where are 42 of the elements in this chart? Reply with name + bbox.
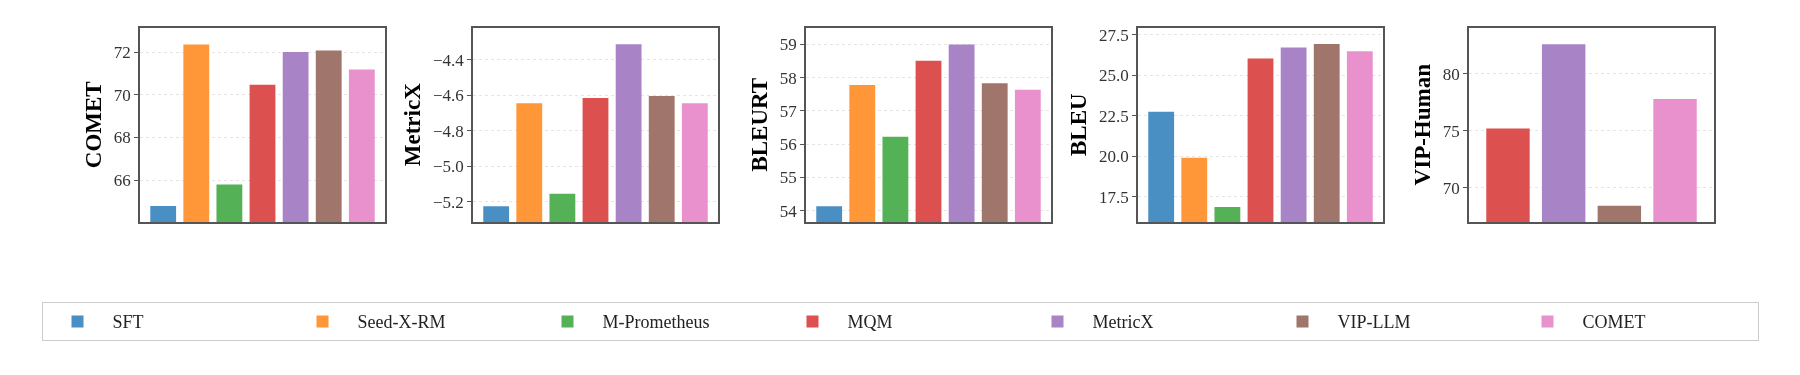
y-tick-label: 57 <box>779 101 798 121</box>
bar <box>483 206 510 222</box>
y-tick-label: 68 <box>113 128 131 148</box>
bar <box>615 44 642 222</box>
bar <box>648 96 675 222</box>
y-axis-title: VIP-Human <box>1409 63 1435 186</box>
y-tick-label: 56 <box>779 135 797 155</box>
y-axis-title: COMET <box>80 81 106 169</box>
y-tick-label: 25.0 <box>1099 66 1129 86</box>
y-tick-label: 66 <box>113 171 131 191</box>
y-tick-label: 75 <box>1442 121 1460 141</box>
y-tick-label: 59 <box>779 35 797 55</box>
y-tick-label: 70 <box>113 85 131 105</box>
bar <box>549 193 576 222</box>
y-axis-title: BLEU <box>1066 93 1092 157</box>
legend-label: COMET <box>1582 312 1646 333</box>
y-tick-label: 80 <box>1442 64 1460 84</box>
y-tick-label: 55 <box>779 168 797 188</box>
bar <box>681 103 708 222</box>
y-tick-label: −5.0 <box>433 157 464 177</box>
y-tick-label: −5.2 <box>433 192 464 212</box>
y-tick-label: −4.6 <box>433 86 464 106</box>
y-tick-label: 22.5 <box>1099 106 1129 126</box>
y-tick-label: 72 <box>113 43 131 63</box>
y-tick-label: 70 <box>1442 178 1460 198</box>
y-tick-label: −4.8 <box>433 121 464 141</box>
y-tick-label: 20.0 <box>1099 147 1129 167</box>
legend-label: SFT <box>112 312 144 333</box>
legend-label: MetricX <box>1092 312 1154 333</box>
y-tick-label: 54 <box>779 201 798 221</box>
legend-label: M-Prometheus <box>602 312 710 333</box>
legend-label: VIP-LLM <box>1337 312 1411 333</box>
y-axis-title: MetricX <box>399 82 425 167</box>
y-axis-title: BLEURT <box>746 77 772 172</box>
legend-label: MQM <box>847 312 893 333</box>
y-tick-label: 17.5 <box>1099 187 1129 207</box>
y-tick-label: 58 <box>779 68 797 88</box>
legend-label: Seed-X-RM <box>357 312 446 333</box>
y-tick-label: −4.4 <box>433 50 465 70</box>
bar <box>582 98 609 222</box>
bar <box>516 103 543 222</box>
y-tick-label: 27.5 <box>1099 25 1129 45</box>
